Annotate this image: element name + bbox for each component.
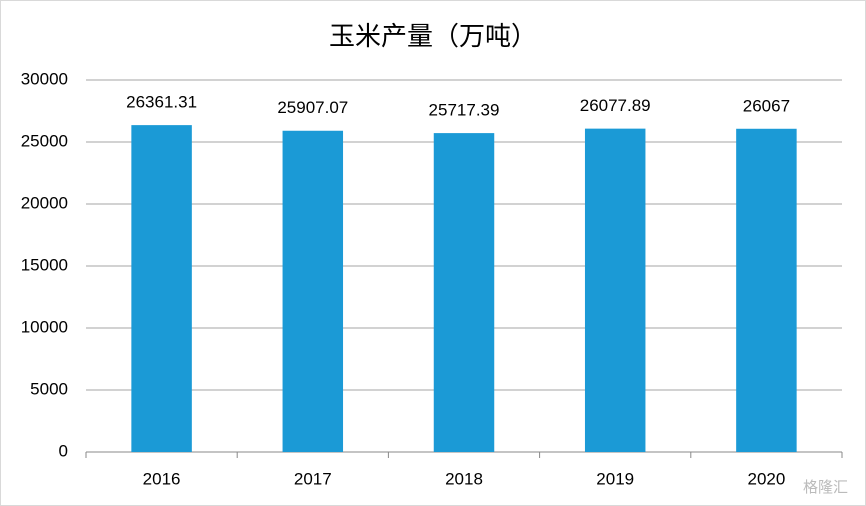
- bar: [282, 130, 344, 453]
- data-label: 26067: [743, 96, 790, 115]
- x-tick-label: 2019: [596, 469, 634, 488]
- x-tick-label: 2018: [445, 469, 483, 488]
- y-tick-label: 25000: [21, 131, 68, 150]
- y-tick-label: 30000: [21, 69, 68, 88]
- x-tick-label: 2020: [747, 469, 785, 488]
- bar: [584, 128, 646, 453]
- y-tick-label: 15000: [21, 255, 68, 274]
- y-tick-label: 5000: [30, 379, 68, 398]
- bar: [736, 128, 797, 452]
- data-label: 25717.39: [429, 101, 500, 120]
- data-label: 26077.89: [580, 96, 651, 115]
- data-label: 26361.31: [126, 93, 197, 112]
- y-tick-label: 20000: [21, 193, 68, 212]
- y-tick-label: 10000: [21, 317, 68, 336]
- bar: [433, 133, 495, 452]
- bar: [131, 125, 192, 453]
- watermark: 格隆汇: [803, 479, 848, 496]
- y-tick-label: 0: [59, 441, 68, 460]
- x-tick-label: 2016: [143, 469, 181, 488]
- data-label: 25907.07: [277, 98, 348, 117]
- chart-title: 玉米产量（万吨）: [329, 22, 537, 52]
- x-tick-label: 2017: [294, 469, 332, 488]
